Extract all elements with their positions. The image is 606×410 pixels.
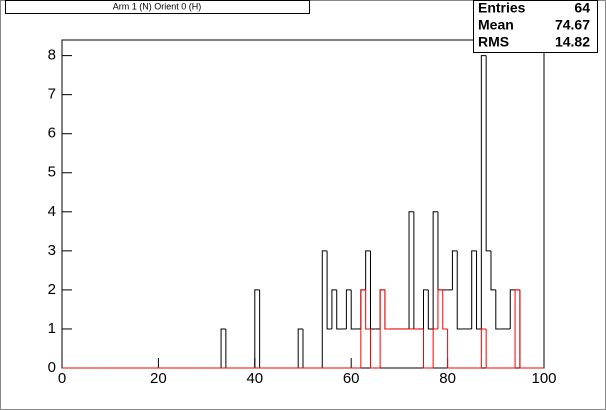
- histogram-bin: [365, 250, 371, 290]
- stats-value: 14.82: [555, 34, 590, 50]
- histogram-bin: [432, 211, 438, 329]
- histogram-bin: [350, 289, 357, 330]
- x-tick-label: 20: [150, 370, 167, 387]
- histogram-bin: [456, 250, 463, 330]
- stats-value: 64: [574, 0, 590, 16]
- stats-label: RMS: [478, 34, 509, 50]
- histogram-bin: [490, 250, 496, 291]
- y-tick-label: 2: [48, 281, 56, 298]
- y-tick-label: 1: [48, 320, 56, 337]
- histogram-bin: [485, 328, 491, 369]
- histogram-bin: [485, 55, 491, 252]
- histogram-bin: [519, 289, 525, 369]
- x-tick-label: 40: [246, 370, 263, 387]
- stats-label: Mean: [478, 17, 514, 33]
- stats-box: [473, 0, 598, 53]
- histogram-bin: [331, 289, 337, 329]
- stats-value: 74.67: [555, 17, 590, 33]
- chart-title: Arm 1 (N) Orient 0 (H): [113, 1, 202, 11]
- histogram-bin: [408, 211, 414, 329]
- histogram-bin: [423, 289, 429, 329]
- y-tick-label: 5: [48, 164, 56, 181]
- histogram-bin: [220, 328, 226, 368]
- y-tick-label: 6: [48, 125, 56, 142]
- histogram-bin: [423, 328, 429, 369]
- histogram-bin: [297, 328, 303, 368]
- histogram-bin: [447, 328, 453, 369]
- histogram-bin: [326, 250, 332, 330]
- y-tick-label: 0: [48, 359, 56, 376]
- histogram-bin: [379, 289, 385, 368]
- histogram-bin: [384, 289, 390, 330]
- histogram-bin: [336, 289, 342, 330]
- histogram-bin: [437, 289, 443, 329]
- histogram-bin: [345, 289, 352, 329]
- histogram-bin: [432, 328, 438, 368]
- histogram-bin: [451, 250, 458, 290]
- y-tick-label: 4: [48, 203, 56, 220]
- histogram-bin: [360, 289, 366, 368]
- histogram-bin: [254, 289, 260, 368]
- x-tick-label: 80: [439, 370, 456, 387]
- y-tick-label: 3: [48, 242, 56, 259]
- histogram-bin: [514, 289, 520, 368]
- histogram-bin: [442, 289, 448, 330]
- histogram-bin: [321, 250, 328, 368]
- histogram-bin: [365, 289, 371, 330]
- histogram-bin: [480, 328, 487, 368]
- histogram-bin: [476, 250, 482, 330]
- y-tick-label: 7: [48, 86, 56, 103]
- title-box: [5, 0, 310, 14]
- y-tick-label: 8: [48, 47, 56, 64]
- histogram-bin: [495, 289, 501, 330]
- x-tick-label: 60: [343, 370, 360, 387]
- histogram-bin: [471, 250, 477, 329]
- x-tick-label: 100: [531, 370, 556, 387]
- x-tick-label: 0: [58, 370, 66, 387]
- histogram-bin: [427, 289, 434, 330]
- histogram-bin: [369, 328, 376, 369]
- histogram-bin: [509, 289, 516, 329]
- histogram-bin: [480, 55, 487, 329]
- stats-label: Entries: [478, 0, 526, 16]
